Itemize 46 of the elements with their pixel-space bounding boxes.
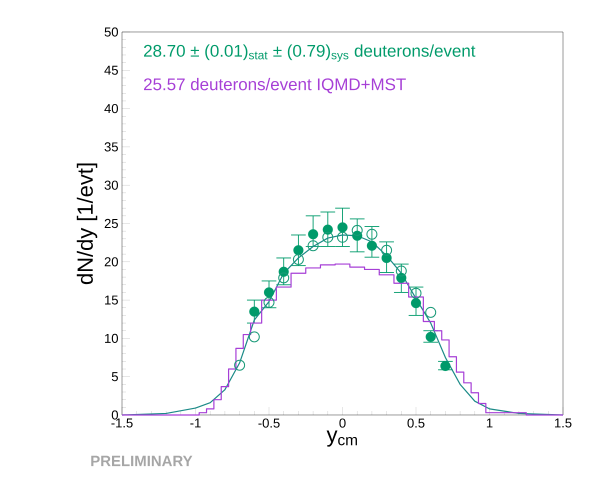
point <box>249 306 260 317</box>
point <box>440 360 450 372</box>
point <box>322 224 333 235</box>
y-axis-title: dN/dy [1/evt] <box>76 164 98 284</box>
point <box>308 240 319 252</box>
point <box>382 252 392 264</box>
x-tick-label: -0.5 <box>258 418 280 428</box>
point <box>425 306 436 318</box>
x-axis-title: y$_{cm}$ <box>326 430 357 447</box>
y-tick-label: 50 <box>104 27 118 37</box>
point <box>366 240 377 251</box>
x-tick-label: 0.5 <box>408 418 424 428</box>
point <box>234 360 246 371</box>
point <box>264 287 274 298</box>
y-tick-label: 0 <box>112 410 118 420</box>
y-tick-label: 35 <box>104 142 118 152</box>
text: PRELIMINARY <box>91 456 192 466</box>
text: 25.57 deuterons/event IQMD+MST <box>144 78 406 94</box>
point <box>337 222 348 232</box>
x-tick-label: -1 <box>190 418 201 428</box>
point <box>337 232 348 243</box>
point <box>292 254 304 265</box>
x-tick-label: 1.5 <box>554 418 572 428</box>
point <box>410 288 422 299</box>
text: 28.70 ± (0.01)$_{stat}$ ± (0.79)$_{sys}$ deuterons/event <box>144 44 476 62</box>
y-tick-label: 5 <box>112 372 118 382</box>
point <box>366 228 378 240</box>
y-tick-label: 20 <box>104 257 118 266</box>
point <box>410 298 422 308</box>
point <box>322 232 334 243</box>
point <box>352 224 363 236</box>
x-tick-label: 1 <box>486 418 492 428</box>
y-tick-label: 15 <box>105 296 118 305</box>
y-tick-label: 25 <box>104 218 118 228</box>
point <box>293 245 304 256</box>
point <box>308 229 318 240</box>
y-tick-label: 45 <box>104 66 118 75</box>
y-tick-label: 40 <box>104 104 118 114</box>
point <box>426 332 436 342</box>
point <box>248 331 260 342</box>
x-tick-label: 0 <box>339 418 346 428</box>
x-tick-label: -1.5 <box>111 418 133 428</box>
y-tick-label: 30 <box>104 180 118 190</box>
y-tick-label: 10 <box>105 334 118 343</box>
point <box>381 244 392 256</box>
point <box>264 296 275 308</box>
